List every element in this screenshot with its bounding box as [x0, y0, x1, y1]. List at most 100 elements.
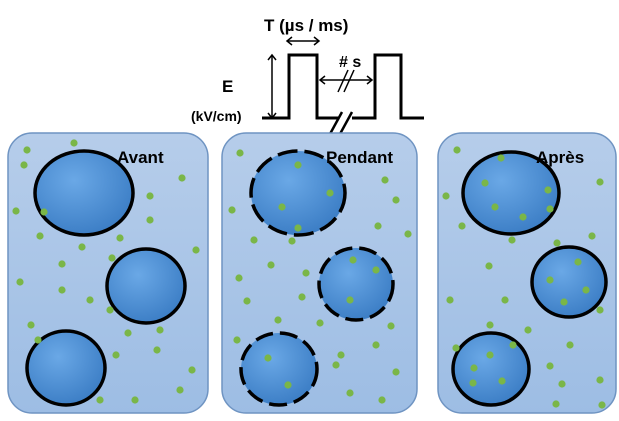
- interval-label: # s: [339, 54, 361, 71]
- molecule-dot: [574, 258, 582, 266]
- molecule-dot: [381, 176, 389, 184]
- molecule-dot: [560, 298, 568, 306]
- molecule-dot: [288, 237, 296, 245]
- molecule-dot: [524, 326, 532, 334]
- molecule-dot: [332, 361, 340, 369]
- panel-pendant-cells: [239, 149, 395, 407]
- molecule-dot: [23, 146, 31, 154]
- cell: [239, 331, 319, 407]
- molecule-dot: [250, 236, 258, 244]
- molecule-dot: [40, 208, 48, 216]
- molecule-dot: [442, 192, 450, 200]
- molecule-dot: [509, 341, 517, 349]
- molecule-dot: [374, 222, 382, 230]
- molecule-dot: [596, 178, 604, 186]
- molecule-dot: [153, 346, 161, 354]
- molecule-dot: [302, 269, 310, 277]
- molecule-dot: [598, 401, 606, 409]
- molecule-dot: [58, 260, 66, 268]
- cell: [25, 329, 107, 407]
- pulse-duration-label: T (µs / ms): [264, 16, 348, 35]
- molecule-dot: [378, 396, 386, 404]
- molecule-dot: [582, 286, 590, 294]
- cell: [105, 247, 187, 325]
- molecule-dot: [501, 296, 509, 304]
- molecule-dot: [566, 341, 574, 349]
- molecule-dot: [34, 336, 42, 344]
- molecule-dot: [596, 376, 604, 384]
- pulse-trace-left: [262, 53, 338, 120]
- molecule-dot: [404, 230, 412, 238]
- molecule-dot: [243, 297, 251, 305]
- molecule-dot: [264, 354, 272, 362]
- molecule-dot: [552, 400, 560, 408]
- molecule-dot: [78, 243, 86, 251]
- molecule-dot: [392, 368, 400, 376]
- pulse-waveform: T (µs / ms) E (kV/cm) # s: [191, 16, 424, 135]
- molecule-dot: [553, 239, 561, 247]
- molecule-dot: [546, 276, 554, 284]
- molecule-dot: [349, 256, 357, 264]
- molecule-dot: [486, 321, 494, 329]
- molecule-dot: [58, 286, 66, 294]
- molecule-dot: [235, 274, 243, 282]
- molecule-dot: [446, 296, 454, 304]
- pulse-trace-right: [352, 53, 424, 120]
- panel-label-avant: Avant: [117, 148, 164, 167]
- molecule-dot: [116, 234, 124, 242]
- molecule-dot: [192, 246, 200, 254]
- molecule-dot: [112, 351, 120, 359]
- molecule-dot: [178, 174, 186, 182]
- molecule-dot: [491, 203, 499, 211]
- molecule-dot: [546, 205, 554, 213]
- molecule-dot: [316, 319, 324, 327]
- molecule-dot: [546, 362, 554, 370]
- molecule-dot: [236, 149, 244, 157]
- cell: [451, 331, 531, 407]
- molecule-dot: [228, 206, 236, 214]
- cell: [249, 149, 347, 237]
- molecule-dot: [481, 179, 489, 187]
- molecule-dot: [16, 278, 24, 286]
- molecule-dot: [596, 306, 604, 314]
- molecule-dot: [108, 254, 116, 262]
- molecule-dot: [70, 139, 78, 147]
- panel-avant-cells: [25, 149, 187, 407]
- molecule-dot: [131, 396, 139, 404]
- molecule-dot: [106, 306, 114, 314]
- amplitude-unit: (kV/cm): [191, 108, 242, 124]
- molecule-dot: [372, 266, 380, 274]
- molecule-dot: [294, 161, 302, 169]
- molecule-dot: [337, 351, 345, 359]
- molecule-dot: [267, 261, 275, 269]
- molecule-dot: [326, 189, 334, 197]
- duration-arrow: [285, 36, 321, 46]
- molecule-dot: [20, 161, 28, 169]
- amplitude-label: E: [222, 77, 233, 96]
- molecule-dot: [485, 262, 493, 270]
- panel-apres-cells: [451, 150, 608, 407]
- panel-label-pendant: Pendant: [326, 148, 393, 167]
- molecule-dot: [274, 316, 282, 324]
- molecule-dot: [156, 326, 164, 334]
- molecule-dot: [146, 216, 154, 224]
- molecule-dot: [544, 186, 552, 194]
- time-break-marks: [328, 111, 354, 135]
- molecules: [12, 139, 606, 409]
- molecule-dot: [519, 213, 527, 221]
- molecule-dot: [294, 224, 302, 232]
- molecule-dot: [284, 381, 292, 389]
- molecule-dot: [470, 364, 478, 372]
- molecule-dot: [453, 146, 461, 154]
- molecule-dot: [452, 344, 460, 352]
- molecule-dot: [146, 192, 154, 200]
- molecule-dot: [278, 203, 286, 211]
- amplitude-arrow: [267, 53, 277, 120]
- molecule-dot: [458, 222, 466, 230]
- molecule-dot: [392, 196, 400, 204]
- panel-label-apres: Après: [536, 148, 584, 167]
- molecule-dot: [508, 236, 516, 244]
- molecule-dot: [188, 366, 196, 374]
